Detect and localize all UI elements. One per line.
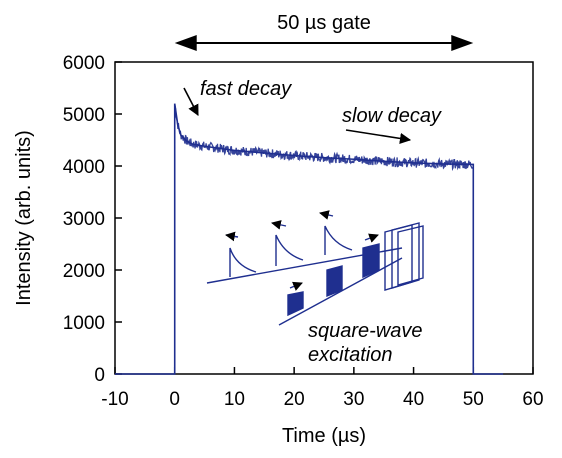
y-axis: 0 1000 2000 3000 4000 5000 6000	[63, 53, 122, 386]
gate-arrow-left-head	[174, 35, 197, 51]
fast-decay-arrow	[183, 87, 199, 116]
y-tick-label: 5000	[63, 105, 105, 126]
x-tick-label: -10	[101, 389, 128, 410]
y-tick-label: 1000	[63, 313, 105, 334]
x-tick-label: 50	[463, 389, 484, 410]
x-tick-label: 60	[522, 389, 543, 410]
y-tick-label: 3000	[63, 209, 105, 230]
y-tick-label: 6000	[63, 53, 105, 74]
y-tick-label: 0	[94, 365, 105, 386]
x-tick-label: 20	[284, 389, 305, 410]
x-tick-label: 40	[403, 389, 424, 410]
excitation-schematic	[206, 210, 424, 326]
gate-label: 50 µs gate	[277, 12, 371, 34]
gate-arrow-right-head	[451, 35, 474, 51]
y-axis-title: Intensity (arb. units)	[13, 130, 35, 306]
slow-decay-arrow	[345, 129, 412, 144]
y-tick-label: 4000	[63, 157, 105, 178]
series-line-noise	[174, 105, 474, 172]
gate-indicator: 50 µs gate	[174, 12, 474, 51]
y-tick-label: 2000	[63, 261, 105, 282]
excitation-label-line1: square-wave	[308, 320, 423, 342]
excitation-label-line2: excitation	[308, 344, 393, 366]
x-tick-label: 10	[224, 389, 245, 410]
slow-decay-label: slow decay	[342, 105, 442, 127]
x-axis-title: Time (µs)	[282, 425, 366, 447]
x-tick-label: 30	[343, 389, 364, 410]
x-tick-label: 0	[169, 389, 180, 410]
x-axis: -10 0 10 20 30 40 50 60	[101, 367, 544, 410]
fast-decay-label: fast decay	[200, 78, 292, 100]
